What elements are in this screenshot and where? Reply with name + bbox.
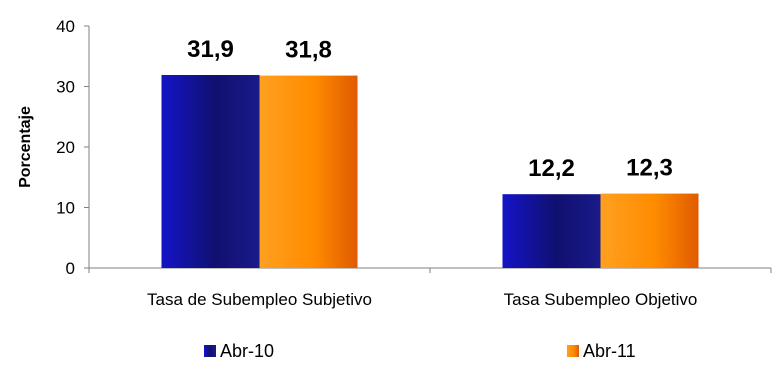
bars	[161, 75, 699, 268]
bar-abr-10-1	[161, 75, 260, 268]
y-tick-label: 10	[56, 199, 75, 218]
category-labels: Tasa de Subempleo Subjetivo Tasa Subemple…	[147, 290, 697, 309]
y-tick-label: 20	[56, 138, 75, 157]
data-labels: 31,9 31,8 12,2 12,3	[187, 36, 673, 182]
data-label: 12,2	[528, 155, 575, 182]
bar-abr-11-1	[259, 75, 358, 268]
legend-label: Abr-11	[583, 341, 636, 361]
legend-swatch-abr-11	[567, 345, 579, 357]
data-label: 12,3	[626, 155, 673, 182]
y-tick-label: 40	[56, 17, 75, 36]
bar-abr-10-2	[502, 194, 601, 268]
bar-abr-11-2	[600, 193, 699, 268]
x-ticks	[88, 268, 772, 273]
category-label: Tasa de Subempleo Subjetivo	[147, 290, 372, 309]
legend-label: Abr-10	[220, 341, 274, 361]
legend-swatch-abr-10	[204, 345, 216, 357]
data-label: 31,8	[285, 37, 332, 64]
y-ticks: 0 10 20 30 40	[56, 17, 89, 278]
category-label: Tasa Subempleo Objetivo	[504, 290, 698, 309]
y-tick-label: 30	[56, 78, 75, 97]
y-tick-label: 0	[66, 259, 75, 278]
data-label: 31,9	[187, 36, 234, 63]
y-axis-title: Porcentaje	[17, 106, 34, 188]
legend: Abr-10 Abr-11	[204, 341, 636, 361]
